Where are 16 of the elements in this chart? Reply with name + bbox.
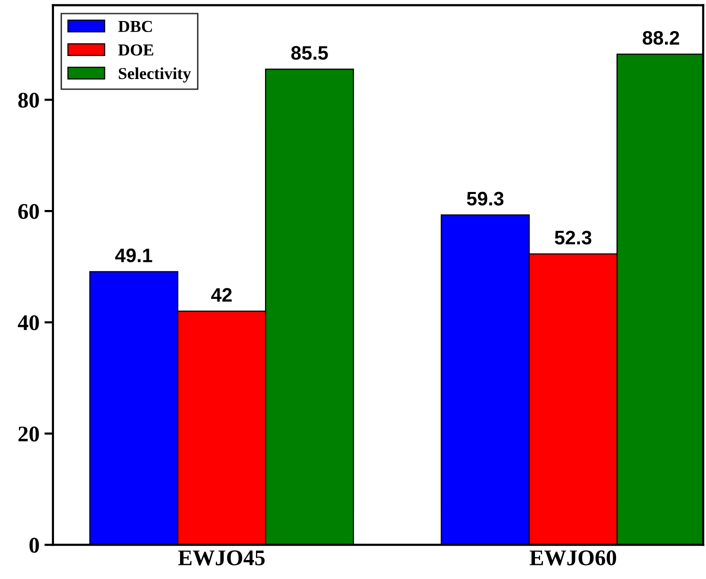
x-tick-label: EWJO45 <box>178 550 265 566</box>
x-tick-label: EWJO60 <box>530 550 616 566</box>
y-tick-label: 40 <box>18 315 39 330</box>
legend-label: DOE <box>118 44 154 56</box>
legend-label: DBC <box>118 20 152 32</box>
y-tick-label: 0 <box>29 538 39 553</box>
y-tick-label: 60 <box>18 204 39 219</box>
data-label: 42 <box>211 288 232 302</box>
data-label: 52.3 <box>554 230 592 245</box>
y-tick-label: 80 <box>18 92 39 108</box>
data-label: 59.3 <box>466 192 504 206</box>
data-label: 85.5 <box>291 46 328 60</box>
y-tick-label: 20 <box>18 426 39 442</box>
data-label: 88.2 <box>642 31 680 45</box>
data-label: 49.1 <box>115 248 152 262</box>
legend-label: Selectivity <box>118 67 191 83</box>
